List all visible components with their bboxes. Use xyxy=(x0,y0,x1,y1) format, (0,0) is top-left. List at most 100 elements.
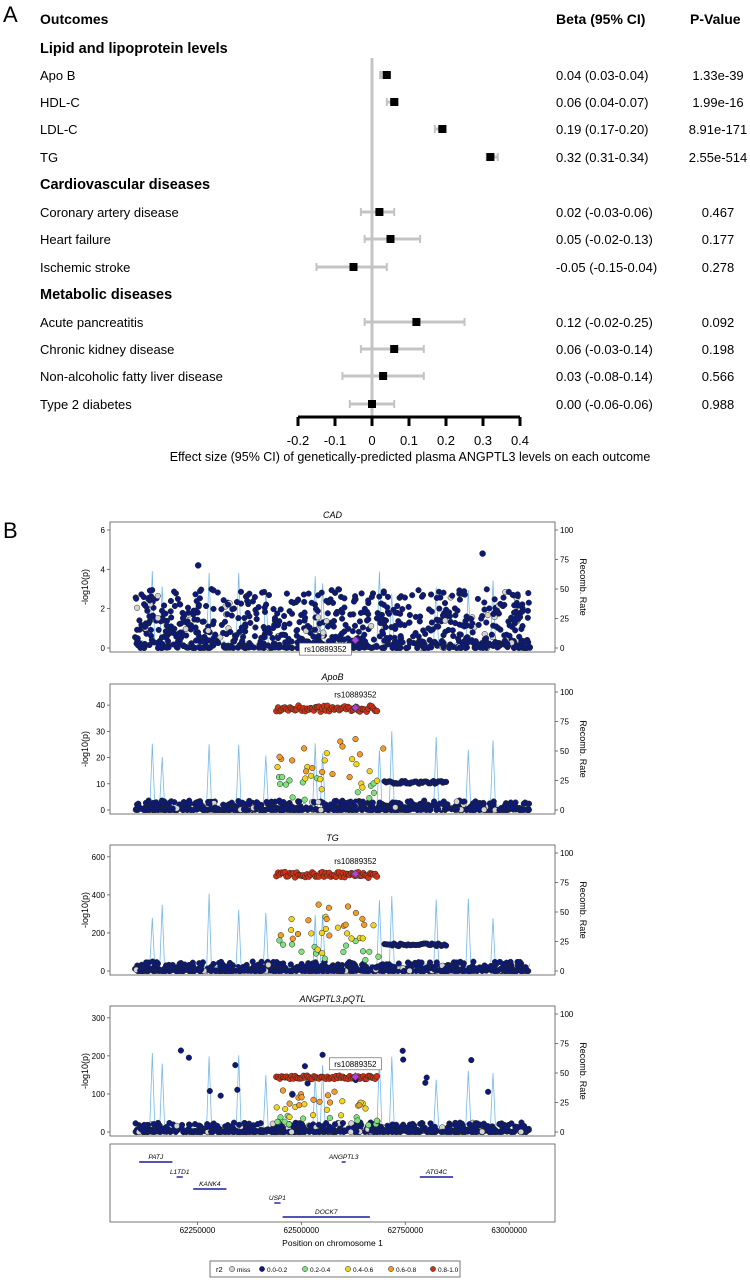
snp-point xyxy=(196,960,203,967)
snp-point xyxy=(400,967,407,975)
snp-point xyxy=(196,802,203,809)
snp-point xyxy=(134,626,141,633)
snp-point xyxy=(484,1126,491,1133)
beta-ci-text: 0.05 (-0.02-0.13) xyxy=(556,232,653,247)
snp-point xyxy=(342,621,349,628)
snp-point xyxy=(206,800,213,807)
snp-point xyxy=(353,761,360,768)
snp-point xyxy=(186,966,193,973)
snp-point xyxy=(327,801,334,808)
gene-label: USP1 xyxy=(269,1195,286,1202)
snp-point xyxy=(435,617,442,624)
outcome-label: LDL-C xyxy=(40,122,78,137)
snp-point xyxy=(491,596,498,603)
gene-label: DOCK7 xyxy=(315,1209,338,1216)
snp-point xyxy=(448,642,455,649)
gene-track: PATJ ANGPTL3 L1TD1 ATG4C KANK4 USP1 DOCK7 62250… xyxy=(109,1143,556,1248)
snp-point xyxy=(334,924,341,931)
legend-swatch xyxy=(302,1266,308,1272)
snp-point xyxy=(344,903,352,910)
y2-axis-title: Recomb. Rate xyxy=(578,558,588,616)
snp-point xyxy=(440,798,447,805)
snp-point xyxy=(496,1120,503,1128)
snp-point xyxy=(277,780,284,787)
snp-point xyxy=(373,1073,381,1080)
snp-point xyxy=(232,635,239,642)
snp-point xyxy=(234,1086,241,1093)
snp-point xyxy=(331,1088,338,1095)
snp-point xyxy=(342,806,350,813)
snp-point xyxy=(186,797,193,804)
snp-point xyxy=(359,624,366,631)
outcome-label: Heart failure xyxy=(40,232,111,247)
snp-point xyxy=(323,916,330,923)
snp-point xyxy=(274,610,281,617)
snp-point xyxy=(210,605,217,612)
point-estimate xyxy=(486,153,495,161)
snp-point xyxy=(134,635,141,642)
lead-snp-label: rs10889352 xyxy=(334,691,377,700)
snp-point xyxy=(310,633,317,640)
snp-point xyxy=(212,1125,219,1132)
snp-point xyxy=(168,629,175,636)
snp-point xyxy=(136,617,143,624)
snp-point xyxy=(486,800,493,807)
point-estimate xyxy=(382,71,391,79)
snp-point xyxy=(300,1128,307,1135)
snp-point xyxy=(322,925,329,932)
y2-tick-label: 75 xyxy=(560,718,569,727)
snp-point xyxy=(339,1098,346,1105)
group-heading: Metabolic diseases xyxy=(40,287,172,303)
snp-point xyxy=(194,629,202,636)
snp-point xyxy=(405,619,413,626)
gene-label: L1TD1 xyxy=(170,1169,190,1176)
point-estimate xyxy=(386,235,395,243)
snp-point xyxy=(240,644,247,651)
y-tick-label: 200 xyxy=(92,929,106,938)
snp-point xyxy=(278,967,285,974)
snp-point xyxy=(453,798,460,805)
snp-point xyxy=(282,639,289,646)
snp-point xyxy=(298,1122,306,1129)
snp-point xyxy=(337,738,344,745)
snp-point xyxy=(296,1102,303,1109)
x-tick-label: 0 xyxy=(368,433,375,448)
snp-point xyxy=(324,610,331,617)
snp-point xyxy=(481,806,488,813)
snp-point xyxy=(508,1120,515,1127)
snp-point xyxy=(516,633,523,640)
snp-point xyxy=(304,1080,311,1087)
snp-point xyxy=(525,599,532,606)
snp-point xyxy=(514,602,521,609)
snp-point xyxy=(162,967,169,975)
snp-point xyxy=(339,966,346,973)
snp-point xyxy=(277,960,284,968)
snp-point xyxy=(137,967,144,974)
snp-point xyxy=(371,806,378,813)
p-value: 0.092 xyxy=(702,315,735,330)
snp-point xyxy=(366,794,373,802)
snp-point xyxy=(518,625,525,633)
snp-point xyxy=(490,1126,498,1133)
x-tick-label: -0.2 xyxy=(287,433,309,448)
snp-point xyxy=(323,750,330,757)
snp-point xyxy=(145,1121,152,1128)
legend-label: miss xyxy=(237,1267,251,1274)
snp-point xyxy=(437,594,444,601)
snp-point xyxy=(249,958,256,965)
snp-point xyxy=(339,615,346,622)
snp-point xyxy=(265,961,272,968)
snp-point xyxy=(163,644,170,651)
snp-point xyxy=(518,806,525,813)
snp-point xyxy=(265,642,272,649)
y2-tick-label: 25 xyxy=(560,938,569,947)
snp-point xyxy=(225,601,232,608)
snp-point xyxy=(373,873,381,880)
snp-point xyxy=(261,626,268,633)
snp-point xyxy=(506,622,513,629)
snp-point xyxy=(376,593,383,600)
snp-point xyxy=(274,763,281,771)
snp-point xyxy=(359,915,366,922)
snp-point xyxy=(514,958,521,966)
snp-point xyxy=(197,588,204,595)
